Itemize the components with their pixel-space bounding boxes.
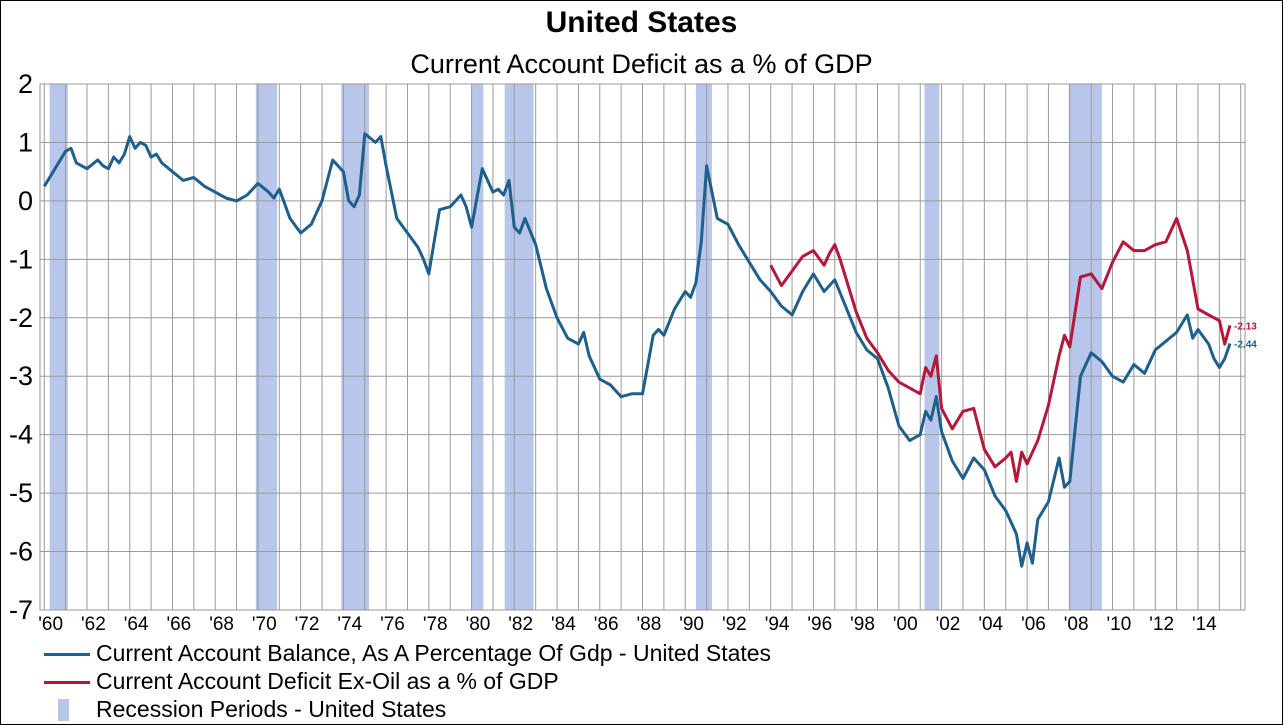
x-tick-label: '06 — [1021, 614, 1046, 635]
x-tick-label: '78 — [423, 614, 448, 635]
recession-band-4 — [504, 84, 534, 610]
grid — [39, 83, 1246, 611]
end-labels: -2.44 -2.13 — [1234, 321, 1257, 350]
y-tick-label: 0 — [18, 186, 33, 216]
x-tick-label: '94 — [765, 614, 790, 635]
recession-band-7 — [1068, 84, 1102, 610]
series-line-0 — [43, 132, 1232, 568]
x-tick-label: '76 — [380, 614, 405, 635]
legend-swatch-ex-oil — [44, 681, 90, 684]
x-tick-label: '70 — [252, 614, 277, 635]
x-tick-label: '72 — [295, 614, 320, 635]
series-lines — [43, 132, 1232, 568]
recession-band-6 — [924, 84, 940, 610]
recession-band-1 — [255, 84, 278, 610]
x-tick-label: '80 — [466, 614, 491, 635]
y-tick-label: -1 — [9, 244, 33, 274]
end-label-0: -2.44 — [1234, 339, 1257, 350]
x-tick-label: '60 — [38, 614, 63, 635]
end-label-1: -2.13 — [1234, 321, 1257, 332]
x-tick-label: '08 — [1064, 614, 1089, 635]
x-tick-label: '14 — [1192, 614, 1217, 635]
legend-swatch-recession — [58, 699, 69, 721]
chart-title: United States — [545, 6, 738, 39]
x-tick-label: '00 — [893, 614, 918, 635]
y-tick-label: 2 — [18, 69, 33, 99]
x-tick-label: '86 — [594, 614, 619, 635]
x-tick-label: '88 — [637, 614, 662, 635]
y-tick-label: 1 — [18, 127, 33, 157]
y-axis-ticks: 2 1 0 -1 -2 -3 -4 -5 -6 -7 — [9, 69, 33, 625]
y-tick-label: -3 — [9, 361, 33, 391]
x-tick-label: '92 — [722, 614, 747, 635]
y-tick-label: -5 — [9, 478, 33, 508]
recession-bands — [49, 84, 1102, 610]
x-tick-label: '98 — [850, 614, 875, 635]
x-tick-label: '04 — [978, 614, 1003, 635]
legend-label-balance: Current Account Balance, As A Percentage… — [96, 640, 772, 666]
chart-subtitle: Current Account Deficit as a % of GDP — [410, 49, 873, 79]
x-tick-label: '64 — [124, 614, 149, 635]
recession-band-5 — [695, 84, 712, 610]
x-tick-label: '90 — [679, 614, 704, 635]
y-tick-label: -2 — [9, 303, 33, 333]
x-tick-label: '62 — [81, 614, 106, 635]
legend-label-ex-oil: Current Account Deficit Ex-Oil as a % of… — [96, 668, 559, 694]
recession-band-3 — [471, 84, 484, 610]
recession-band-0 — [49, 84, 68, 610]
legend-label-recession: Recession Periods - United States — [96, 696, 447, 722]
x-tick-label: '66 — [166, 614, 191, 635]
x-tick-label: '10 — [1107, 614, 1132, 635]
x-tick-label: '12 — [1149, 614, 1174, 635]
series-line-1 — [769, 216, 1232, 483]
y-tick-label: -7 — [9, 595, 33, 625]
y-tick-label: -6 — [9, 537, 33, 567]
x-tick-label: '68 — [209, 614, 234, 635]
plot-border — [39, 83, 1246, 611]
x-tick-label: '84 — [551, 614, 576, 635]
x-axis-ticks: '60 '62 '64 '66 '68 '70 '72 '74 '76 '78 '80 '82 '84 '… — [38, 614, 1217, 635]
x-tick-label: '82 — [508, 614, 533, 635]
x-tick-label: '96 — [807, 614, 832, 635]
legend-swatch-balance — [44, 653, 90, 656]
x-tick-label: '74 — [337, 614, 362, 635]
y-tick-label: -4 — [9, 420, 33, 450]
x-tick-label: '02 — [936, 614, 961, 635]
